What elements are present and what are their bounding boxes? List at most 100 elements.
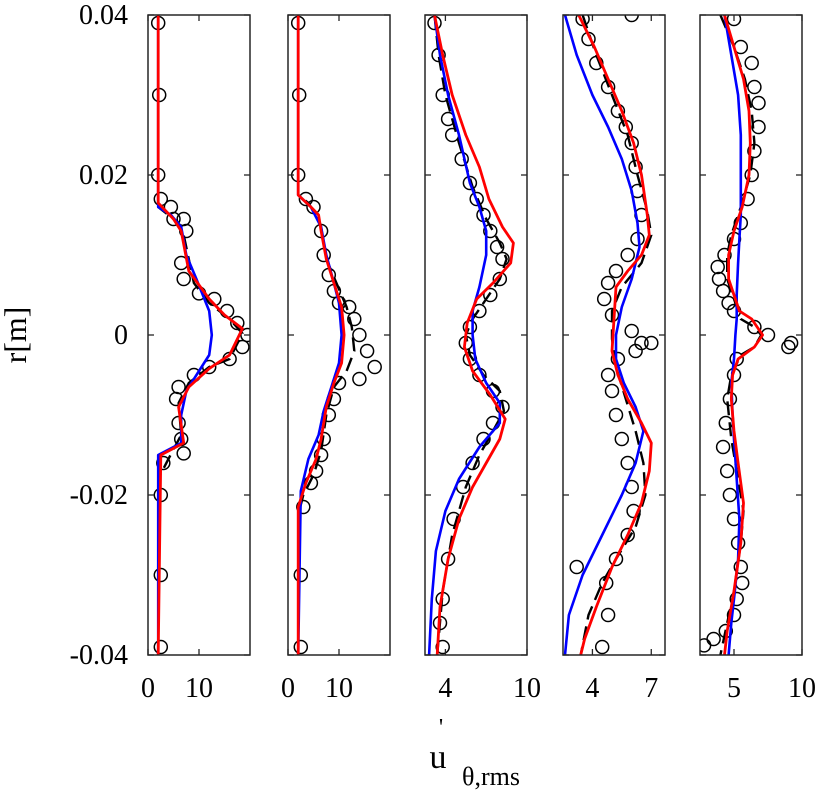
x-tick-label: 10	[185, 673, 213, 704]
experiment-marker	[153, 639, 169, 655]
x-axis-label-subscript: θ,rms	[462, 762, 520, 791]
experiment-marker	[298, 191, 314, 207]
experiment-marker	[628, 343, 643, 359]
experiment-marker	[781, 339, 796, 355]
dashed-series-line	[297, 15, 356, 655]
experiment-marker	[462, 175, 478, 191]
blue-series-line	[723, 15, 743, 655]
experiment-marker	[462, 319, 478, 335]
experiment-marker	[492, 271, 508, 287]
experiment-marker	[469, 191, 484, 207]
axes-box	[147, 14, 251, 656]
experiment-marker	[620, 247, 635, 263]
experiment-marker	[435, 639, 450, 655]
x-tick-label: 10	[788, 673, 816, 704]
y-axis-label: r[m]	[0, 307, 33, 364]
experiment-marker	[359, 343, 375, 359]
experiment-marker	[240, 327, 250, 343]
axes-box	[699, 14, 803, 656]
experiment-marker	[706, 631, 721, 647]
plot-area	[290, 15, 382, 655]
plot-area	[700, 15, 799, 655]
plot-area	[150, 15, 250, 655]
y-tick-label: 0	[114, 320, 128, 351]
x-tick-label: 4	[585, 673, 599, 704]
experiment-marker	[230, 315, 245, 331]
experiment-marker	[722, 391, 738, 407]
dashed-series-line	[157, 15, 244, 655]
experiment-marker	[719, 463, 735, 479]
x-axis-label: u	[430, 739, 447, 776]
x-axis-label-prime: '	[439, 715, 443, 741]
experiment-marker	[608, 407, 624, 423]
experiment-marker	[608, 551, 624, 567]
experiment-marker	[600, 367, 616, 383]
experiment-marker	[347, 311, 362, 327]
experiment-marker	[726, 15, 742, 27]
x-tick-label: 0	[141, 673, 155, 704]
experiment-marker	[751, 95, 766, 111]
experiment-marker	[614, 431, 630, 447]
experiment-marker	[495, 251, 510, 267]
x-tick-label: 0	[281, 673, 295, 704]
y-tick-label: 0.02	[79, 160, 128, 191]
experiment-marker	[715, 283, 731, 299]
x-tick-label: 4	[438, 673, 452, 704]
experiment-marker	[352, 371, 367, 387]
blue-series-line	[427, 15, 502, 655]
dashed-series-line	[433, 15, 508, 655]
experiment-marker	[624, 323, 639, 339]
experiment-marker	[176, 446, 191, 461]
experiment-marker	[303, 475, 319, 491]
experiment-marker	[293, 639, 309, 655]
experiment-marker	[734, 575, 750, 591]
experiment-marker	[733, 559, 749, 575]
experiment-marker	[352, 327, 367, 343]
x-tick-label: 7	[644, 673, 658, 704]
experiment-marker	[153, 567, 169, 583]
experiment-marker	[483, 287, 498, 303]
red-series-line	[433, 15, 515, 655]
experiment-marker	[722, 487, 738, 503]
experiment-marker	[744, 55, 759, 71]
experiment-marker	[717, 247, 732, 263]
experiment-marker	[783, 335, 799, 351]
plot-area	[563, 15, 659, 655]
plot-area	[427, 15, 515, 655]
subplot-3: 4 10	[424, 14, 541, 704]
subplot-2: 0 10	[281, 14, 391, 704]
y-tick-label: -0.04	[70, 640, 128, 671]
blue-series-line	[563, 15, 645, 655]
red-series-line	[156, 15, 244, 655]
experiment-marker	[600, 275, 616, 291]
y-tick-label: -0.02	[70, 480, 128, 511]
x-tick-label: 10	[513, 673, 541, 704]
experiment-marker	[156, 455, 171, 471]
experiment-marker	[171, 415, 186, 431]
experiment-marker	[604, 383, 620, 399]
experiment-marker	[628, 159, 643, 175]
experiment-marker	[296, 499, 311, 515]
experiment-marker	[367, 359, 382, 375]
subplot-5: 5 10	[699, 14, 816, 704]
dashed-series-line	[719, 15, 763, 655]
red-series-line	[296, 15, 346, 655]
experiment-marker	[594, 639, 610, 655]
experiment-marker	[176, 271, 191, 287]
experiment-marker	[715, 439, 731, 455]
experiment-marker	[700, 638, 712, 653]
subplot-group: 0 10 0 10 4 10 4 7 5 10	[141, 14, 816, 704]
x-tick-label: 5	[727, 673, 741, 704]
experiment-marker	[747, 79, 762, 95]
y-axis: -0.04 -0.02 0 0.02 0.04	[70, 0, 128, 671]
blue-series-line	[156, 15, 214, 655]
experiment-marker	[710, 259, 725, 275]
experiment-marker	[608, 263, 624, 279]
red-series-line	[723, 15, 764, 655]
y-tick-label: 0.04	[79, 0, 128, 31]
axes-box	[424, 14, 528, 656]
experiment-marker	[624, 15, 639, 23]
experiment-marker	[569, 559, 584, 575]
